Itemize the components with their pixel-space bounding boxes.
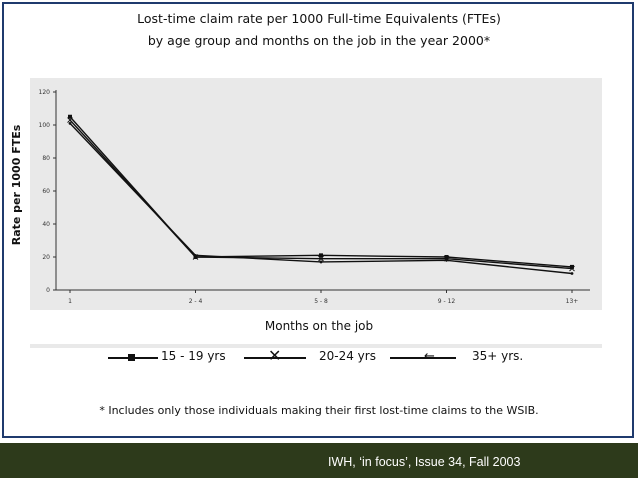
y-tick-label: 40	[42, 221, 50, 228]
y-tick-label: 80	[42, 155, 50, 162]
data-point-x-stroke	[569, 265, 575, 272]
y-axis-ticks: 0 20 40 60 80 100 120	[39, 89, 56, 294]
x-axis-ticks: 1 2 - 4 5 - 8 9 - 12 13+	[68, 290, 578, 305]
data-point-square	[68, 114, 72, 119]
chart-title-line-1: Lost-time claim rate per 1000 Full-time …	[137, 11, 501, 26]
legend-line-35-plus	[390, 357, 456, 359]
data-point-square	[570, 264, 574, 269]
data-point-arrow	[194, 253, 197, 257]
series-line-3	[69, 122, 573, 275]
data-point-arrow	[445, 258, 448, 262]
legend-item-35-plus: ← 35+ yrs.	[390, 349, 540, 367]
y-axis-label: Rate per 1000 FTEs	[10, 124, 23, 245]
footnote: * Includes only those individuals making…	[99, 404, 539, 417]
legend-line-20-24	[244, 357, 306, 359]
data-point-x-stroke	[318, 255, 324, 262]
y-tick-label: 20	[42, 254, 50, 261]
x-axis-label-box	[22, 310, 604, 344]
legend-label-15-19: 15 - 19 yrs	[161, 349, 226, 363]
data-point-x	[569, 265, 575, 272]
source-citation: IWH, ‘in focus’, Issue 34, Fall 2003	[328, 455, 521, 469]
legend-item-15-19: 15 - 19 yrs	[108, 349, 238, 367]
y-tick-label: 60	[42, 188, 50, 195]
x-tick-label: 13+	[566, 298, 579, 305]
legend-label-35-plus: 35+ yrs.	[472, 349, 524, 363]
x-tick-label: 2 - 4	[189, 298, 203, 305]
chart-series	[67, 114, 575, 275]
legend-arrow-marker-icon: ←	[424, 349, 435, 364]
x-tick-label: 5 - 8	[314, 298, 328, 305]
legend-label-20-24: 20-24 yrs	[319, 349, 376, 363]
data-point-arrow	[570, 272, 574, 275]
series-line-1	[69, 116, 573, 268]
series-line-2	[69, 119, 573, 270]
x-axis-label: Months on the job	[264, 319, 374, 333]
x-tick-label: 9 - 12	[438, 298, 456, 305]
legend-item-20-24: ✕ 20-24 yrs	[244, 346, 384, 367]
y-tick-label: 100	[39, 122, 51, 129]
data-point-arrow	[68, 121, 72, 125]
y-tick-label: 0	[46, 287, 50, 294]
x-tick-label: 1	[68, 298, 72, 305]
data-point-x-stroke	[67, 117, 73, 123]
plot-background	[30, 78, 602, 348]
data-point-square	[319, 253, 323, 258]
legend-x-marker-icon: ✕	[268, 346, 282, 365]
data-point-arrow	[319, 260, 323, 264]
chart-title-line-2: by age group and months on the job in th…	[147, 33, 491, 48]
legend-square-marker-icon	[128, 354, 135, 361]
footer-bar: IWH, ‘in focus’, Issue 34, Fall 2003	[0, 443, 638, 478]
data-point-square	[444, 255, 449, 259]
data-point-x	[67, 117, 73, 123]
data-point-x	[318, 255, 324, 262]
y-tick-label: 120	[39, 89, 51, 96]
